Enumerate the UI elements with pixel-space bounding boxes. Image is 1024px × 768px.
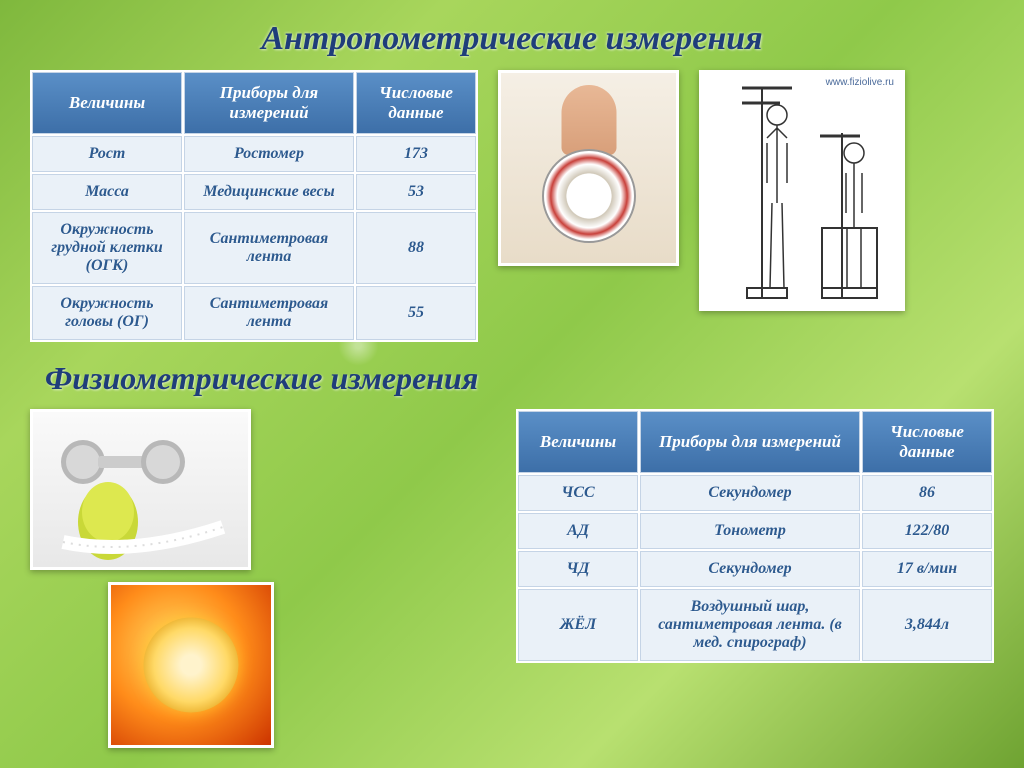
table1-col1: Приборы для измерений [184, 72, 354, 134]
stadiometer-url: www.fiziolive.ru [826, 77, 894, 88]
dumbbell-icon [33, 412, 248, 567]
table-row: ЧСССекундомер86 [518, 475, 992, 511]
table2-col1: Приборы для измерений [640, 411, 860, 473]
table-row: ЧДСекундомер17 в/мин [518, 551, 992, 587]
table1-col0: Величины [32, 72, 182, 134]
physiometric-table: Величины Приборы для измерений Числовые … [516, 409, 994, 663]
scale-image [498, 70, 679, 266]
bottom-section: Величины Приборы для измерений Числовые … [30, 409, 994, 748]
stadiometer-image: www.fiziolive.ru [699, 70, 905, 311]
main-title: Антропометрические измерения [30, 20, 994, 58]
top-section: Величины Приборы для измерений Числовые … [30, 70, 994, 342]
table-row: ЖЁЛВоздушный шар, сантиметровая лента. (… [518, 589, 992, 661]
table2-col0: Величины [518, 411, 638, 473]
stopwatch-image [108, 582, 274, 748]
table2-col2: Числовые данные [862, 411, 992, 473]
table1-col2: Числовые данные [356, 72, 476, 134]
table-row: МассаМедицинские весы53 [32, 174, 476, 210]
sub-title: Физиометрические измерения [45, 360, 994, 397]
table-row: РостРостомер173 [32, 136, 476, 172]
anthropometric-table: Величины Приборы для измерений Числовые … [30, 70, 478, 342]
stadiometer-icon [702, 73, 902, 308]
table-row: Окружность грудной клетки (ОГК)Сантиметр… [32, 212, 476, 284]
dumbbell-image [30, 409, 251, 570]
table-row: АДТонометр122/80 [518, 513, 992, 549]
table-row: Окружность головы (ОГ)Сантиметровая лент… [32, 286, 476, 340]
